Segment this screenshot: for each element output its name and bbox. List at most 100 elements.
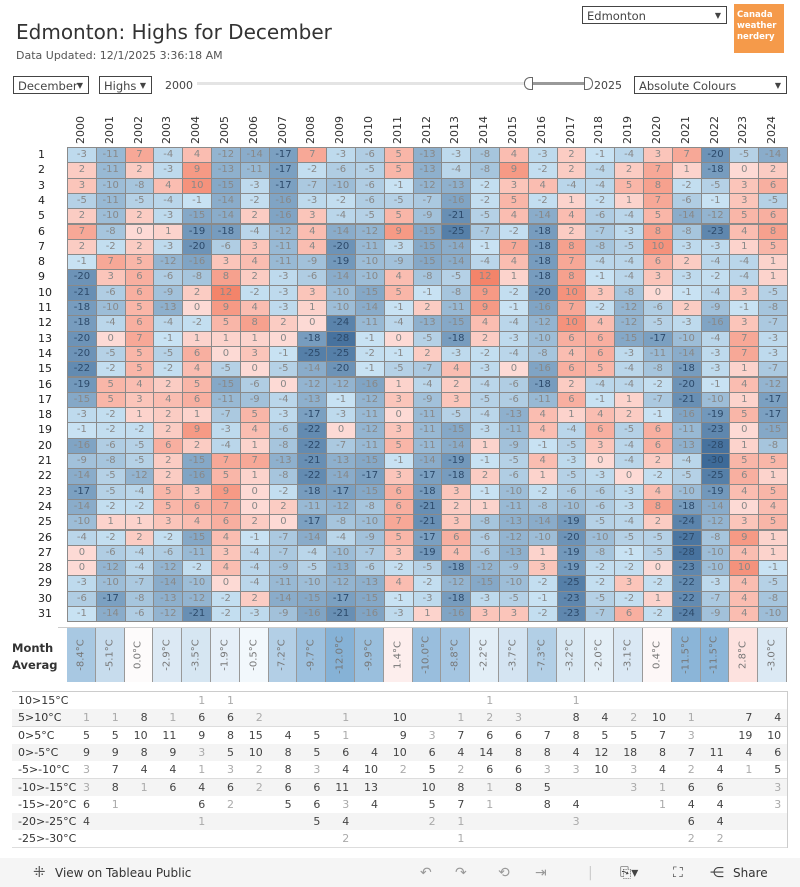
- heatmap-cell[interactable]: 4: [643, 483, 673, 500]
- heatmap-cell[interactable]: -14: [239, 147, 270, 164]
- heatmap-cell[interactable]: -12: [211, 147, 241, 164]
- heatmap-cell[interactable]: 0: [326, 422, 356, 439]
- heatmap-cell[interactable]: 9: [211, 483, 241, 500]
- heatmap-cell[interactable]: 5: [383, 147, 414, 164]
- heatmap-cell[interactable]: -28: [671, 544, 702, 562]
- heatmap-cell[interactable]: 0: [383, 330, 414, 347]
- heatmap-cell[interactable]: -6: [95, 544, 126, 562]
- heatmap-cell[interactable]: -4: [499, 315, 529, 332]
- heatmap-cell[interactable]: -10: [95, 208, 126, 225]
- heatmap-cell[interactable]: -3: [268, 407, 299, 424]
- heatmap-cell[interactable]: 6: [556, 361, 587, 378]
- heatmap-cell[interactable]: -5: [585, 590, 616, 607]
- heatmap-cell[interactable]: -15: [182, 529, 212, 546]
- heatmap-cell[interactable]: -11: [297, 498, 328, 516]
- heatmap-cell[interactable]: -3: [758, 330, 788, 347]
- heatmap-cell[interactable]: -14: [671, 345, 702, 363]
- heatmap-cell[interactable]: 9: [729, 529, 760, 546]
- heatmap-cell[interactable]: -14: [527, 514, 558, 531]
- download-icon[interactable]: ⎘▾: [620, 865, 639, 881]
- heatmap-cell[interactable]: 4: [556, 208, 587, 225]
- heatmap-cell[interactable]: -14: [326, 468, 356, 485]
- heatmap-cell[interactable]: -10: [182, 575, 212, 592]
- heatmap-cell[interactable]: -10: [671, 330, 702, 347]
- heatmap-cell[interactable]: -2: [297, 162, 328, 179]
- heatmap-cell[interactable]: 8: [211, 269, 241, 286]
- heatmap-cell[interactable]: -12: [355, 391, 385, 409]
- heatmap-cell[interactable]: 1: [556, 192, 587, 210]
- heatmap-cell[interactable]: 2: [124, 238, 155, 256]
- heatmap-cell[interactable]: -4: [67, 529, 97, 546]
- heatmap-cell[interactable]: 9: [499, 162, 529, 179]
- heatmap-cell[interactable]: -30: [700, 453, 731, 470]
- heatmap-cell[interactable]: 0: [729, 498, 760, 516]
- heatmap-cell[interactable]: -16: [182, 254, 212, 271]
- heatmap-cell[interactable]: -19: [700, 407, 731, 424]
- heatmap-cell[interactable]: -6: [326, 162, 356, 179]
- heatmap-cell[interactable]: -7: [355, 544, 385, 562]
- heatmap-cell[interactable]: -2: [643, 575, 673, 592]
- month-average-cell[interactable]: -10.0°C: [412, 628, 442, 682]
- heatmap-cell[interactable]: -3: [671, 315, 702, 332]
- heatmap-cell[interactable]: -1: [326, 391, 356, 409]
- heatmap-cell[interactable]: -8: [470, 162, 500, 179]
- heatmap-cell[interactable]: -6: [585, 483, 616, 500]
- heatmap-cell[interactable]: 1: [239, 437, 270, 454]
- heatmap-cell[interactable]: -2: [499, 223, 529, 240]
- heatmap-cell[interactable]: -2: [700, 269, 731, 286]
- heatmap-cell[interactable]: -15: [614, 330, 644, 347]
- heatmap-cell[interactable]: -4: [211, 437, 241, 454]
- month-average-cell[interactable]: -2.2°C: [470, 628, 499, 682]
- heatmap-cell[interactable]: 6: [383, 483, 414, 500]
- heatmap-cell[interactable]: 4: [239, 300, 270, 317]
- heatmap-cell[interactable]: -25: [326, 345, 356, 363]
- heatmap-cell[interactable]: 3: [527, 560, 558, 577]
- month-average-cell[interactable]: -1.9°C: [211, 628, 240, 682]
- heatmap-cell[interactable]: -6: [499, 376, 529, 393]
- heatmap-cell[interactable]: -5: [297, 560, 328, 577]
- heatmap-cell[interactable]: -9: [700, 606, 731, 623]
- heatmap-cell[interactable]: -5: [470, 391, 500, 409]
- heatmap-cell[interactable]: 0: [182, 300, 212, 317]
- heatmap-cell[interactable]: -18: [412, 483, 443, 500]
- heatmap-cell[interactable]: 0: [614, 468, 644, 485]
- heatmap-cell[interactable]: 5: [124, 300, 155, 317]
- heatmap-cell[interactable]: 6: [614, 606, 644, 623]
- heatmap-cell[interactable]: -8: [527, 345, 558, 363]
- heatmap-cell[interactable]: -5: [643, 544, 673, 562]
- heatmap-cell[interactable]: -8: [124, 177, 155, 194]
- heatmap-cell[interactable]: -4: [470, 407, 500, 424]
- heatmap-cell[interactable]: -3: [268, 269, 299, 286]
- heatmap-cell[interactable]: 1: [182, 407, 212, 424]
- heatmap-cell[interactable]: -17: [67, 483, 97, 500]
- heatmap-cell[interactable]: -13: [412, 147, 443, 164]
- heatmap-cell[interactable]: 4: [527, 453, 558, 470]
- heatmap-cell[interactable]: -2: [470, 345, 500, 363]
- heatmap-cell[interactable]: -8: [758, 300, 788, 317]
- heatmap-cell[interactable]: -16: [441, 192, 472, 210]
- heatmap-cell[interactable]: 0: [729, 422, 760, 439]
- heatmap-cell[interactable]: -2: [585, 575, 616, 592]
- heatmap-cell[interactable]: -8: [182, 269, 212, 286]
- heatmap-cell[interactable]: 5: [499, 192, 529, 210]
- heatmap-cell[interactable]: 4: [758, 498, 788, 516]
- heatmap-cell[interactable]: -2: [211, 590, 241, 607]
- heatmap-cell[interactable]: 6: [211, 514, 241, 531]
- refresh-icon[interactable]: ⇥: [535, 865, 547, 881]
- heatmap-cell[interactable]: 7: [671, 147, 702, 164]
- heatmap-cell[interactable]: -20: [326, 238, 356, 256]
- heatmap-cell[interactable]: 9: [470, 300, 500, 317]
- heatmap-cell[interactable]: 3: [729, 192, 760, 210]
- heatmap-cell[interactable]: 1: [729, 437, 760, 454]
- heatmap-cell[interactable]: 3: [499, 177, 529, 194]
- heatmap-cell[interactable]: -10: [758, 606, 788, 623]
- heatmap-cell[interactable]: 0: [268, 376, 299, 393]
- heatmap-cell[interactable]: -18: [441, 590, 472, 607]
- heatmap-cell[interactable]: -18: [700, 162, 731, 179]
- heatmap-cell[interactable]: -6: [643, 300, 673, 317]
- slider-right-handle[interactable]: [584, 77, 593, 90]
- heatmap-cell[interactable]: -1: [643, 407, 673, 424]
- heatmap-cell[interactable]: -11: [355, 238, 385, 256]
- heatmap-cell[interactable]: -3: [383, 606, 414, 623]
- heatmap-cell[interactable]: 4: [441, 544, 472, 562]
